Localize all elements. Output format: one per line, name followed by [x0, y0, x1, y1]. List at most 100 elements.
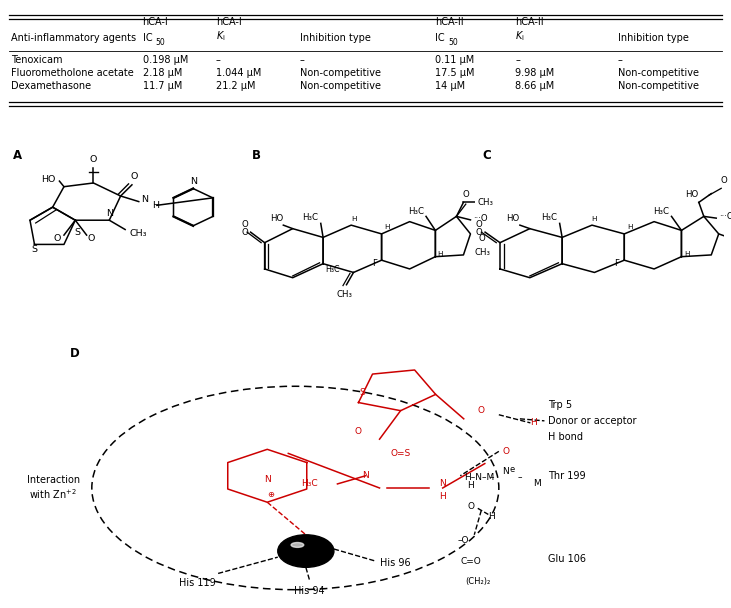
Text: Interaction
with Zn$^{+2}$: Interaction with Zn$^{+2}$: [26, 475, 80, 501]
Circle shape: [278, 535, 334, 567]
Text: F: F: [372, 259, 377, 268]
Text: –: –: [300, 55, 305, 65]
Text: H₃C: H₃C: [408, 207, 424, 216]
Text: S: S: [31, 246, 37, 254]
Text: 50: 50: [448, 38, 458, 47]
Text: Non-competitive: Non-competitive: [300, 68, 381, 78]
Text: O=S: O=S: [390, 449, 411, 458]
Text: His 119: His 119: [178, 578, 216, 589]
Text: HO: HO: [506, 215, 519, 223]
Text: N: N: [502, 467, 510, 476]
Text: O: O: [478, 406, 485, 415]
Text: H: H: [626, 224, 632, 230]
Text: O: O: [463, 190, 469, 199]
Text: (CH₂)₂: (CH₂)₂: [465, 577, 491, 586]
Text: hCA-II: hCA-II: [515, 18, 544, 27]
Text: Non-competitive: Non-competitive: [618, 68, 699, 78]
Text: –: –: [518, 473, 522, 482]
Text: S: S: [359, 388, 365, 397]
Text: 21.2 μM: 21.2 μM: [216, 81, 255, 91]
Text: O: O: [241, 227, 248, 237]
Text: ···OH: ···OH: [719, 212, 731, 221]
Text: HO: HO: [41, 174, 56, 184]
Text: 0.198 μM: 0.198 μM: [143, 55, 188, 65]
Text: 14 μM: 14 μM: [435, 81, 465, 91]
Text: $\mathit{K}_\mathrm{i}$: $\mathit{K}_\mathrm{i}$: [216, 29, 225, 43]
Text: O: O: [502, 447, 510, 456]
Text: H: H: [152, 201, 159, 210]
Text: H: H: [467, 482, 474, 491]
Text: A: A: [13, 149, 22, 162]
Text: H–N–M: H–N–M: [463, 473, 494, 482]
Text: CH₃: CH₃: [474, 248, 491, 257]
Text: –: –: [618, 55, 623, 65]
Text: H₃C: H₃C: [325, 266, 340, 274]
Text: O: O: [131, 172, 138, 181]
Text: Dexamethasone: Dexamethasone: [11, 81, 91, 91]
Text: Inhibition type: Inhibition type: [618, 33, 689, 43]
Text: F: F: [614, 259, 619, 268]
Text: 11.7 μM: 11.7 μM: [143, 81, 182, 91]
Text: O: O: [475, 227, 482, 237]
Text: Non-competitive: Non-competitive: [618, 81, 699, 91]
Text: N: N: [264, 475, 270, 485]
Text: H: H: [384, 224, 390, 230]
Text: N: N: [439, 480, 446, 488]
Text: –: –: [515, 55, 520, 65]
Text: Thr 199: Thr 199: [548, 471, 586, 481]
Text: N: N: [141, 195, 148, 204]
Text: –O: –O: [458, 536, 469, 545]
Text: O: O: [355, 427, 362, 435]
Text: ···O: ···O: [473, 213, 488, 223]
Text: 8.66 μM: 8.66 μM: [515, 81, 555, 91]
Text: CH₃: CH₃: [477, 198, 493, 207]
Text: ⊕: ⊕: [268, 489, 274, 499]
Text: 17.5 μM: 17.5 μM: [435, 68, 474, 78]
Text: IC: IC: [143, 33, 152, 43]
Text: CH₃: CH₃: [336, 290, 352, 299]
Text: D: D: [69, 347, 79, 359]
Text: Tenoxicam: Tenoxicam: [11, 55, 62, 65]
Text: Trp 5: Trp 5: [548, 399, 572, 410]
Text: Glu 106: Glu 106: [548, 554, 586, 564]
Text: S: S: [75, 227, 80, 237]
Text: O: O: [88, 234, 95, 243]
Text: C=O: C=O: [461, 557, 481, 565]
Text: Anti-inflammatory agents: Anti-inflammatory agents: [11, 33, 136, 43]
Text: –: –: [490, 473, 494, 482]
Text: O: O: [467, 502, 474, 511]
Text: IC: IC: [435, 33, 444, 43]
Text: O: O: [720, 176, 727, 185]
Text: 1.044 μM: 1.044 μM: [216, 68, 261, 78]
Text: hCA-II: hCA-II: [435, 18, 463, 27]
Text: 0.11 μM: 0.11 μM: [435, 55, 474, 65]
Text: O: O: [53, 234, 61, 243]
Text: HO: HO: [685, 190, 698, 199]
Text: N: N: [189, 177, 197, 186]
Text: O: O: [90, 156, 97, 164]
Text: 2.18 μM: 2.18 μM: [143, 68, 182, 78]
Text: M: M: [534, 480, 542, 488]
Text: O: O: [479, 234, 485, 243]
Text: Fluorometholone acetate: Fluorometholone acetate: [11, 68, 134, 78]
Text: H bond: H bond: [548, 432, 583, 442]
Text: $\mathit{K}_\mathrm{i}$: $\mathit{K}_\mathrm{i}$: [515, 29, 525, 43]
Text: Inhibition type: Inhibition type: [300, 33, 371, 43]
Text: H: H: [531, 418, 537, 427]
Text: CH₃: CH₃: [129, 229, 147, 238]
Text: His 96: His 96: [379, 558, 410, 568]
Text: hCA-I: hCA-I: [216, 18, 241, 27]
Text: C: C: [482, 149, 491, 162]
Text: 9.98 μM: 9.98 μM: [515, 68, 555, 78]
Text: H: H: [438, 252, 443, 257]
Text: Donor or acceptor: Donor or acceptor: [548, 416, 637, 426]
Text: Non-competitive: Non-competitive: [300, 81, 381, 91]
Text: –: –: [216, 55, 221, 65]
Text: N: N: [106, 209, 113, 218]
Text: O: O: [475, 219, 482, 229]
Text: H₃C: H₃C: [303, 213, 319, 222]
Text: e: e: [510, 465, 515, 474]
Ellipse shape: [291, 542, 304, 547]
Text: H: H: [591, 216, 597, 222]
Text: HO: HO: [270, 215, 283, 223]
